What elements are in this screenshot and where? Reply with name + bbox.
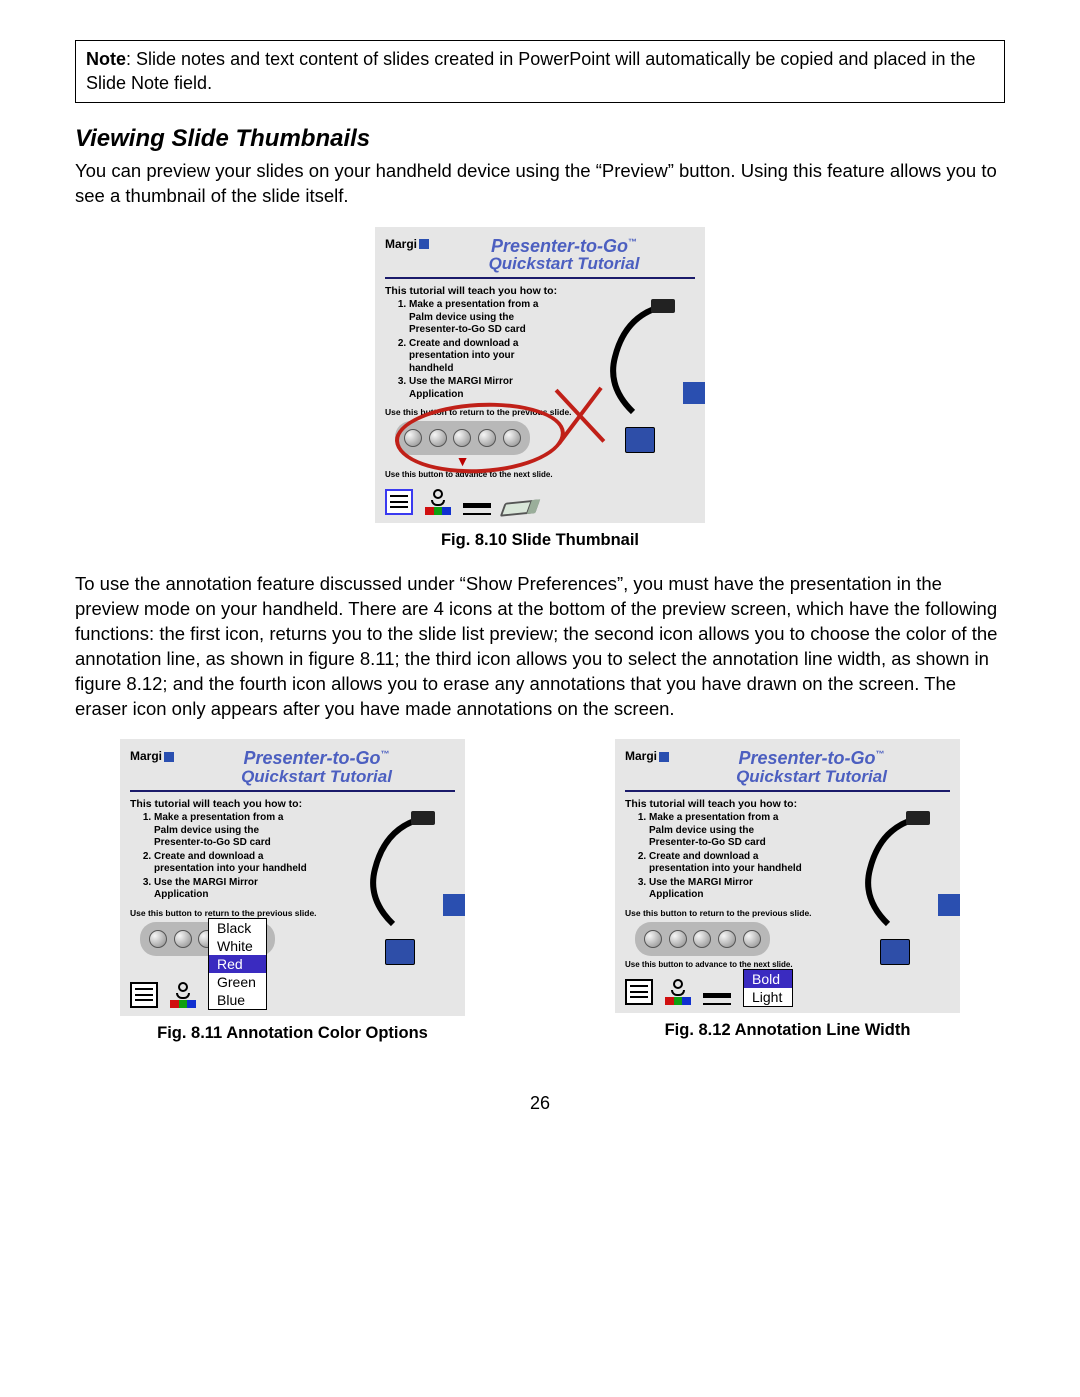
fig-8-11-caption: Fig. 8.11 Annotation Color Options: [75, 1024, 510, 1043]
device-lead: This tutorial will teach you how to:: [385, 285, 695, 297]
note-box: Note: Slide notes and text content of sl…: [75, 40, 1005, 103]
note-text: : Slide notes and text content of slides…: [86, 49, 976, 93]
device-list-item: Make a presentation from a Palm device u…: [409, 299, 556, 337]
list-view-icon[interactable]: [625, 979, 653, 1005]
line-width-icon[interactable]: [463, 503, 491, 515]
hardware-button-row: [395, 421, 530, 455]
blue-square-icon: [683, 382, 705, 404]
intro-paragraph: You can preview your slides on your hand…: [75, 159, 1005, 209]
figure-8-10: Margi Presenter-to-Go™ Quickstart Tutori…: [75, 227, 1005, 550]
color-option[interactable]: Blue: [209, 991, 266, 1009]
device-title-line1: Presenter-to-Go: [491, 236, 628, 256]
color-picker-icon[interactable]: [665, 979, 691, 1005]
fig-8-10-caption: Fig. 8.10 Slide Thumbnail: [75, 531, 1005, 550]
color-picker-icon[interactable]: [170, 982, 196, 1008]
hint-next: Use this button to advance to the next s…: [385, 470, 695, 479]
device-list-item: Use the MARGI Mirror Application: [409, 376, 556, 401]
device-header: Margi Presenter-to-Go™ Quickstart Tutori…: [385, 235, 695, 280]
device-screenshot-8-10: Margi Presenter-to-Go™ Quickstart Tutori…: [375, 227, 705, 523]
section-heading: Viewing Slide Thumbnails: [75, 125, 1005, 153]
color-option[interactable]: Green: [209, 973, 266, 991]
note-label: Note: [86, 49, 126, 69]
color-picker-icon[interactable]: [425, 489, 451, 515]
color-options-popup: Black White Red Green Blue: [208, 918, 267, 1010]
device-list-item: Create and download a presentation into …: [409, 338, 556, 376]
list-view-icon[interactable]: [385, 489, 413, 515]
device-title: Presenter-to-Go™ Quickstart Tutorial: [433, 235, 695, 278]
preview-toolbar: [385, 489, 695, 515]
device-logo: Margi: [385, 235, 433, 251]
width-option[interactable]: Light: [744, 988, 792, 1006]
annotation-paragraph: To use the annotation feature discussed …: [75, 572, 1005, 722]
line-width-icon[interactable]: [703, 993, 731, 1005]
fig-8-12-caption: Fig. 8.12 Annotation Line Width: [570, 1021, 1005, 1040]
device-title-line2: Quickstart Tutorial: [433, 255, 695, 273]
figure-8-11: Margi Presenter-to-Go™ Quickstart Tutori…: [75, 739, 510, 1042]
page-number: 26: [75, 1093, 1005, 1114]
color-option[interactable]: Black: [209, 919, 266, 937]
list-view-icon[interactable]: [130, 982, 158, 1008]
color-option-selected[interactable]: Red: [209, 955, 266, 973]
color-option[interactable]: White: [209, 937, 266, 955]
device-screenshot-8-12: Margi Presenter-to-Go™ Quickstart Tutori…: [615, 739, 960, 1012]
device-screenshot-8-11: Margi Presenter-to-Go™ Quickstart Tutori…: [120, 739, 465, 1015]
eraser-icon[interactable]: [500, 499, 541, 516]
width-options-popup: Bold Light: [743, 969, 793, 1007]
figure-8-12: Margi Presenter-to-Go™ Quickstart Tutori…: [570, 739, 1005, 1042]
width-option-selected[interactable]: Bold: [744, 970, 792, 988]
figure-row: Margi Presenter-to-Go™ Quickstart Tutori…: [75, 739, 1005, 1042]
device-list: Make a presentation from a Palm device u…: [385, 299, 556, 401]
